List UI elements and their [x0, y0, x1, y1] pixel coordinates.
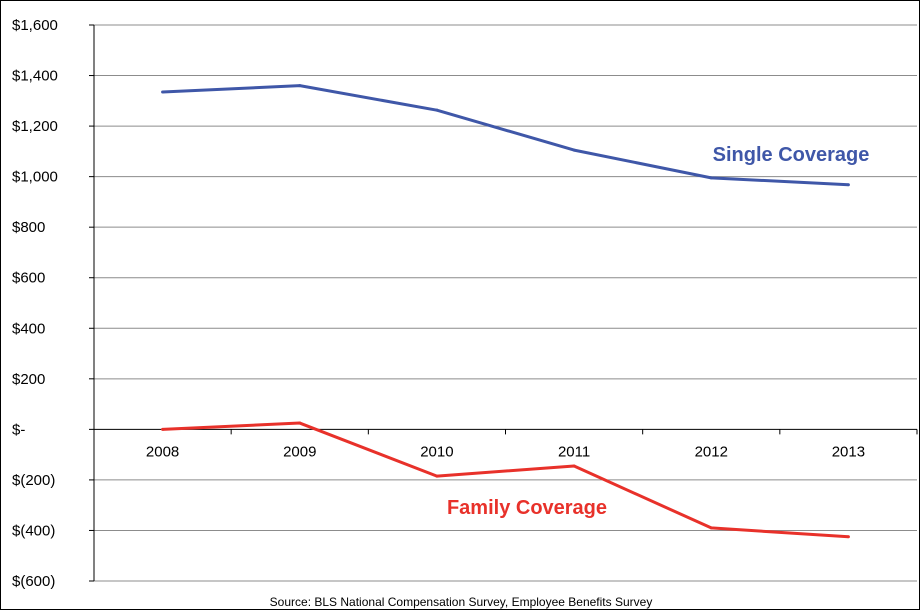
- data-point: [161, 90, 165, 94]
- source-note: Source: BLS National Compensation Survey…: [270, 595, 653, 609]
- y-tick-label: $1,400: [12, 68, 58, 85]
- x-tick-label: 2013: [832, 443, 865, 460]
- y-tick-label: $400: [12, 320, 45, 337]
- y-tick-label: $1,200: [12, 118, 58, 135]
- x-tick-label: 2010: [420, 443, 453, 460]
- y-tick-label: $1,600: [12, 17, 58, 34]
- y-tick-label: $(200): [12, 472, 55, 489]
- data-point: [846, 183, 850, 187]
- x-tick-label: 2011: [558, 443, 590, 460]
- gridlines: [89, 24, 917, 582]
- single-coverage-label: Single Coverage: [713, 144, 870, 166]
- data-point: [709, 526, 713, 530]
- y-tick-label: $(600): [12, 573, 55, 590]
- data-point: [435, 474, 439, 478]
- y-tick-label: $(400): [12, 522, 55, 539]
- data-point: [161, 427, 165, 431]
- data-point: [846, 535, 850, 539]
- y-tick-label: $1,000: [12, 169, 58, 186]
- series-line-1: [162, 421, 849, 539]
- y-tick-label: $600: [12, 270, 45, 287]
- series-lines: [161, 84, 850, 539]
- y-tick-label: $200: [12, 371, 45, 388]
- x-tick-label: 2008: [146, 443, 179, 460]
- series-line-0: [162, 84, 849, 187]
- data-point: [298, 84, 302, 88]
- x-tick-label: 2009: [283, 443, 316, 460]
- y-tick-label: $-: [12, 421, 25, 438]
- y-tick-labels: $1,600 $1,400 $1,200 $1,000 $800 $600 $400 $200…: [12, 17, 58, 590]
- data-point: [435, 108, 439, 112]
- data-point: [572, 464, 576, 468]
- data-point: [298, 421, 302, 425]
- family-coverage-label: Family Coverage: [447, 497, 607, 519]
- x-tick-labels: 2008 2009 2010 2011 2012 2013: [93, 429, 918, 460]
- x-tick-label: 2012: [695, 443, 728, 460]
- data-point: [572, 148, 576, 152]
- data-point: [709, 176, 713, 180]
- y-tick-label: $800: [12, 219, 45, 236]
